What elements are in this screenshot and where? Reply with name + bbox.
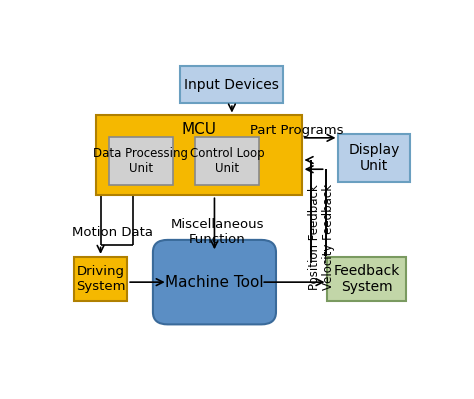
Text: Miscellaneous
Function: Miscellaneous Function <box>171 218 264 246</box>
FancyBboxPatch shape <box>181 66 283 103</box>
FancyBboxPatch shape <box>74 257 127 301</box>
Text: Feedback
System: Feedback System <box>334 264 400 294</box>
Text: Input Devices: Input Devices <box>184 78 279 92</box>
FancyBboxPatch shape <box>96 115 301 196</box>
FancyBboxPatch shape <box>195 137 259 185</box>
FancyBboxPatch shape <box>328 257 406 301</box>
Text: Velocity Feedback: Velocity Feedback <box>322 184 335 290</box>
Text: Display
Unit: Display Unit <box>348 142 400 173</box>
Text: Position Feedback: Position Feedback <box>308 184 321 290</box>
Text: Machine Tool: Machine Tool <box>165 275 264 290</box>
Text: Data Processing
Unit: Data Processing Unit <box>93 147 189 175</box>
Text: Driving
System: Driving System <box>76 265 125 293</box>
Text: Control Loop
Unit: Control Loop Unit <box>190 147 264 175</box>
Text: Part Programs: Part Programs <box>250 124 344 137</box>
FancyBboxPatch shape <box>153 240 276 324</box>
FancyBboxPatch shape <box>109 137 173 185</box>
Text: MCU: MCU <box>182 122 216 136</box>
Text: Motion Data: Motion Data <box>72 226 153 239</box>
FancyBboxPatch shape <box>338 134 410 182</box>
